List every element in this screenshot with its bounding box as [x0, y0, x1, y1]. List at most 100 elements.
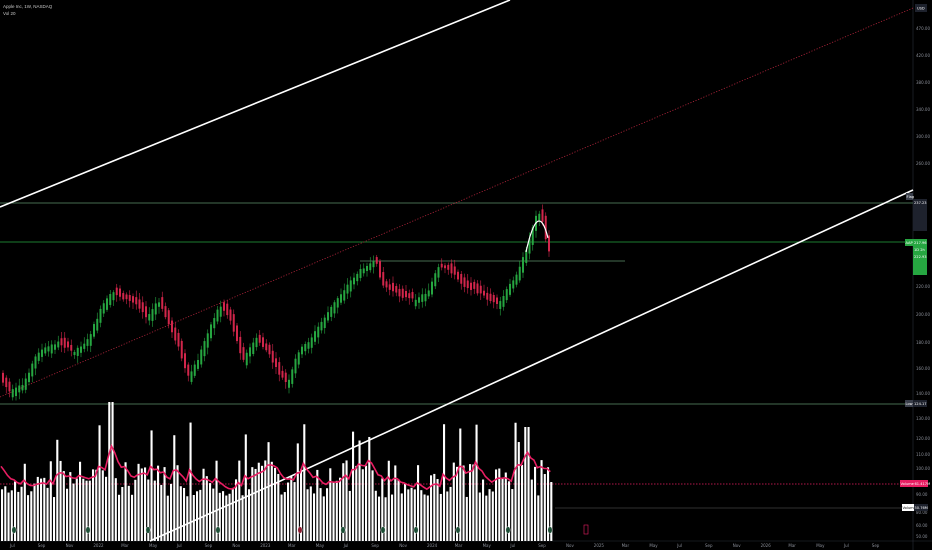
candle-body [83, 343, 86, 349]
time-axis[interactable]: Jul Sep Nov 2022 Mar May Jul Sep Nov 2023 Mar May Ju… [9, 543, 880, 548]
volume-bar [264, 460, 267, 541]
lower-flag-tag[interactable] [905, 400, 913, 407]
time-axis-label: Sep [38, 543, 46, 548]
volume-ma-flag[interactable] [900, 480, 914, 487]
price-name-label: AAPL [906, 241, 915, 245]
price-axis[interactable]: 470.00 420.00 380.00 340.00 300.00 260.0… [916, 26, 930, 539]
price-axis-label: 160.00 [916, 366, 930, 371]
volume-bar [452, 462, 455, 541]
earnings-marker-icon[interactable] [145, 526, 151, 534]
earnings-marker-icon[interactable] [297, 526, 303, 534]
earnings-marker-icon[interactable] [215, 526, 221, 534]
indicator-title[interactable]: Vol 20 [3, 11, 16, 16]
candle-body [447, 264, 450, 270]
volume-flag[interactable] [902, 504, 914, 511]
candle-body [135, 297, 138, 305]
earnings-marker-icon[interactable] [547, 526, 553, 534]
candle-body [437, 267, 440, 278]
earnings-marker-icon[interactable] [85, 526, 91, 534]
candle-body [37, 352, 40, 361]
volume-bar [118, 494, 121, 541]
volume-bar [225, 495, 228, 541]
candle-body [102, 303, 105, 314]
candle-body [141, 302, 144, 313]
volume-bar [244, 434, 247, 541]
candle-body [418, 297, 420, 303]
price-axis-label: 260.00 [916, 161, 930, 166]
currency-button[interactable] [915, 4, 927, 12]
candle-body [405, 290, 407, 298]
candle-body [291, 369, 294, 384]
volume-bar [147, 479, 150, 541]
candle-body [440, 263, 443, 268]
earnings-marker-icon[interactable] [380, 526, 386, 534]
candle-body [544, 215, 547, 240]
candle-body [275, 358, 277, 368]
volume-bar [105, 476, 108, 541]
volume-bar [329, 468, 332, 541]
volume-ma-value: 61.417M [915, 482, 931, 486]
volume-bar [75, 478, 78, 541]
earnings-marker-icon[interactable] [413, 526, 419, 534]
candle-body [531, 227, 534, 245]
volume-bar [160, 484, 163, 541]
time-axis-label: Mar [788, 543, 796, 548]
candle-body [343, 290, 346, 301]
channel-lower-line [149, 189, 914, 542]
volume-bar [228, 493, 231, 541]
candle-body [333, 302, 336, 314]
candle-body [382, 272, 385, 286]
upper-flag-label: Flag [907, 195, 915, 199]
volume-bar [430, 475, 433, 541]
candle-body [112, 292, 115, 301]
candle-body [210, 324, 212, 339]
price-name-tag[interactable] [905, 239, 913, 246]
earnings-marker-icon[interactable] [340, 526, 346, 534]
volume-bar [459, 428, 462, 541]
volume-bar [95, 469, 98, 541]
volume-bar [306, 489, 309, 541]
volume-bar [157, 465, 160, 541]
candle-body [5, 377, 8, 388]
candle-body [187, 364, 190, 376]
candle-body [489, 293, 492, 302]
candle-body [158, 302, 160, 307]
candle-body [486, 292, 489, 300]
candle-body [366, 265, 368, 271]
candle-body [310, 337, 313, 348]
future-event-icon[interactable] [583, 524, 589, 535]
candle-body [518, 266, 521, 281]
earnings-marker-icon[interactable] [455, 526, 461, 534]
time-axis-label: Nov [66, 543, 74, 548]
volume-bar [326, 488, 329, 541]
time-axis-label: Mar [121, 543, 129, 548]
volume-bar [153, 480, 156, 541]
volume-bar [280, 494, 283, 541]
upper-flag-tag[interactable] [906, 193, 913, 200]
legend[interactable]: Apple Inc, 1W, NASDAQ Vol 20 [3, 3, 52, 17]
candle-body [28, 372, 30, 383]
volume-tag [914, 504, 928, 511]
candle-body [138, 299, 141, 309]
volume-bar [205, 476, 208, 541]
volume-bar [371, 470, 374, 541]
earnings-marker-icon[interactable] [505, 526, 511, 534]
volume-bar [368, 436, 371, 541]
candle-body [219, 306, 222, 317]
candle-body [11, 389, 14, 398]
candle-body [301, 346, 303, 355]
volume-bar [504, 472, 507, 541]
volume-bar [449, 486, 452, 541]
volume-bar [59, 460, 62, 541]
volume-bar [72, 483, 75, 541]
earnings-marker-icon[interactable] [11, 526, 17, 534]
volume-bar [23, 463, 26, 541]
volume-bar [82, 478, 85, 541]
volume-bar [439, 493, 442, 541]
candle-body [392, 282, 394, 292]
volume-bar [261, 465, 264, 541]
candle-body [31, 363, 34, 377]
symbol-title[interactable]: Apple Inc, 1W, NASDAQ [3, 4, 53, 9]
time-axis-label: Jul [509, 543, 515, 548]
